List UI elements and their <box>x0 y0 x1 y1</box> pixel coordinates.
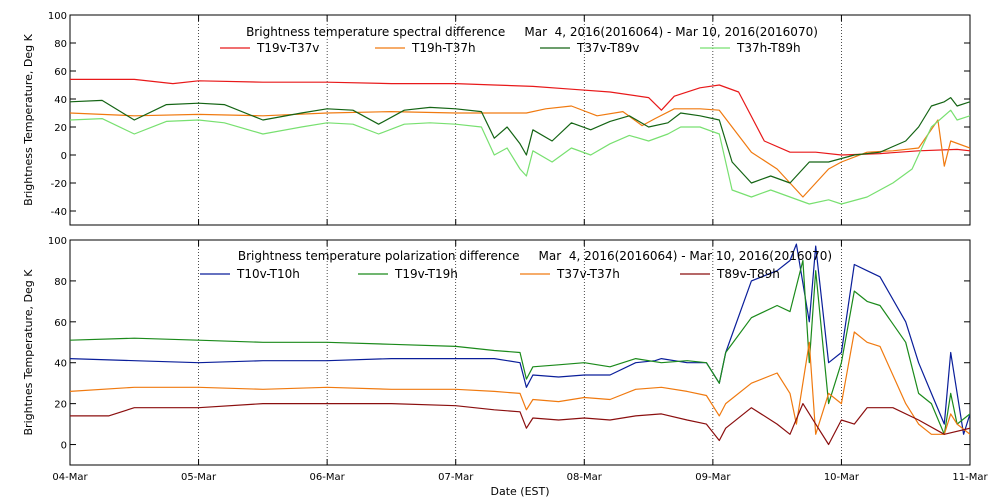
y-tick-label: 60 <box>54 67 67 78</box>
y-tick-label: -40 <box>51 207 67 218</box>
legend-entry: T19v-T19h <box>394 267 458 281</box>
chart-title: Brightness temperature spectral differen… <box>246 25 818 39</box>
y-tick-label: 100 <box>48 11 67 22</box>
polarization-difference-panel: 04-Mar 05-Mar 06-Mar 07-Mar 08-Mar 09-Mar 10-M… <box>22 236 988 483</box>
y-tick-label: 100 <box>48 236 67 247</box>
x-tick-label: 09-Mar <box>695 472 731 483</box>
y-tick-label: -20 <box>51 179 67 190</box>
y-tick-label: 80 <box>54 39 67 50</box>
legend-entry: T37v-T37h <box>556 267 620 281</box>
y-tick-label: 0 <box>61 441 67 452</box>
plot-frame <box>69 14 971 226</box>
series-line-t37h-t89h <box>70 109 970 205</box>
series-line-t10v-t10h <box>70 243 970 435</box>
x-axis-label: Date (EST) <box>490 485 549 498</box>
y-tick-label: 0 <box>61 151 67 162</box>
x-tick-label: 06-Mar <box>310 472 346 483</box>
y-axis-label: Brightnes Temperature, Deg K <box>22 269 35 436</box>
x-tick-label: 08-Mar <box>567 472 603 483</box>
series-line-t37v-t89v <box>70 96 970 184</box>
legend-entry: T37h-T89h <box>736 41 801 55</box>
y-tick-label: 80 <box>54 277 67 288</box>
y-tick-label: 40 <box>54 359 67 370</box>
y-tick-label: 60 <box>54 318 67 329</box>
spectral-difference-panel: -40 -20 0 20 40 60 80 100 Brightness Temperature… <box>22 11 971 226</box>
x-tick-label: 10-Mar <box>824 472 860 483</box>
series-line-t19v-t37v <box>70 78 970 156</box>
legend-entry: T10v-T10h <box>236 267 300 281</box>
x-tick-label: 05-Mar <box>181 472 217 483</box>
y-tick-label: 20 <box>54 123 67 134</box>
series-line-t37v-t37h <box>70 331 970 435</box>
legend-entry: T19h-T37h <box>411 41 476 55</box>
chart-title: Brightness temperature polarization diff… <box>238 249 832 263</box>
plot-frame <box>69 239 971 466</box>
series-line-t19v-t19h <box>70 259 970 435</box>
x-tick-label: 11-Mar <box>952 472 988 483</box>
legend-entry: T89v-T89h <box>716 267 780 281</box>
series-line-t19h-t37h <box>70 105 970 198</box>
series-line-t89v-t89h <box>70 403 970 446</box>
legend-entry: T37v-T89v <box>576 41 639 55</box>
x-tick-label: 07-Mar <box>438 472 474 483</box>
legend-entry: T19v-T37v <box>256 41 319 55</box>
y-axis-label: Brightness Temperature, Deg K <box>22 33 35 205</box>
x-tick-label: 04-Mar <box>52 472 88 483</box>
y-tick-label: 20 <box>54 400 67 411</box>
y-tick-label: 40 <box>54 95 67 106</box>
